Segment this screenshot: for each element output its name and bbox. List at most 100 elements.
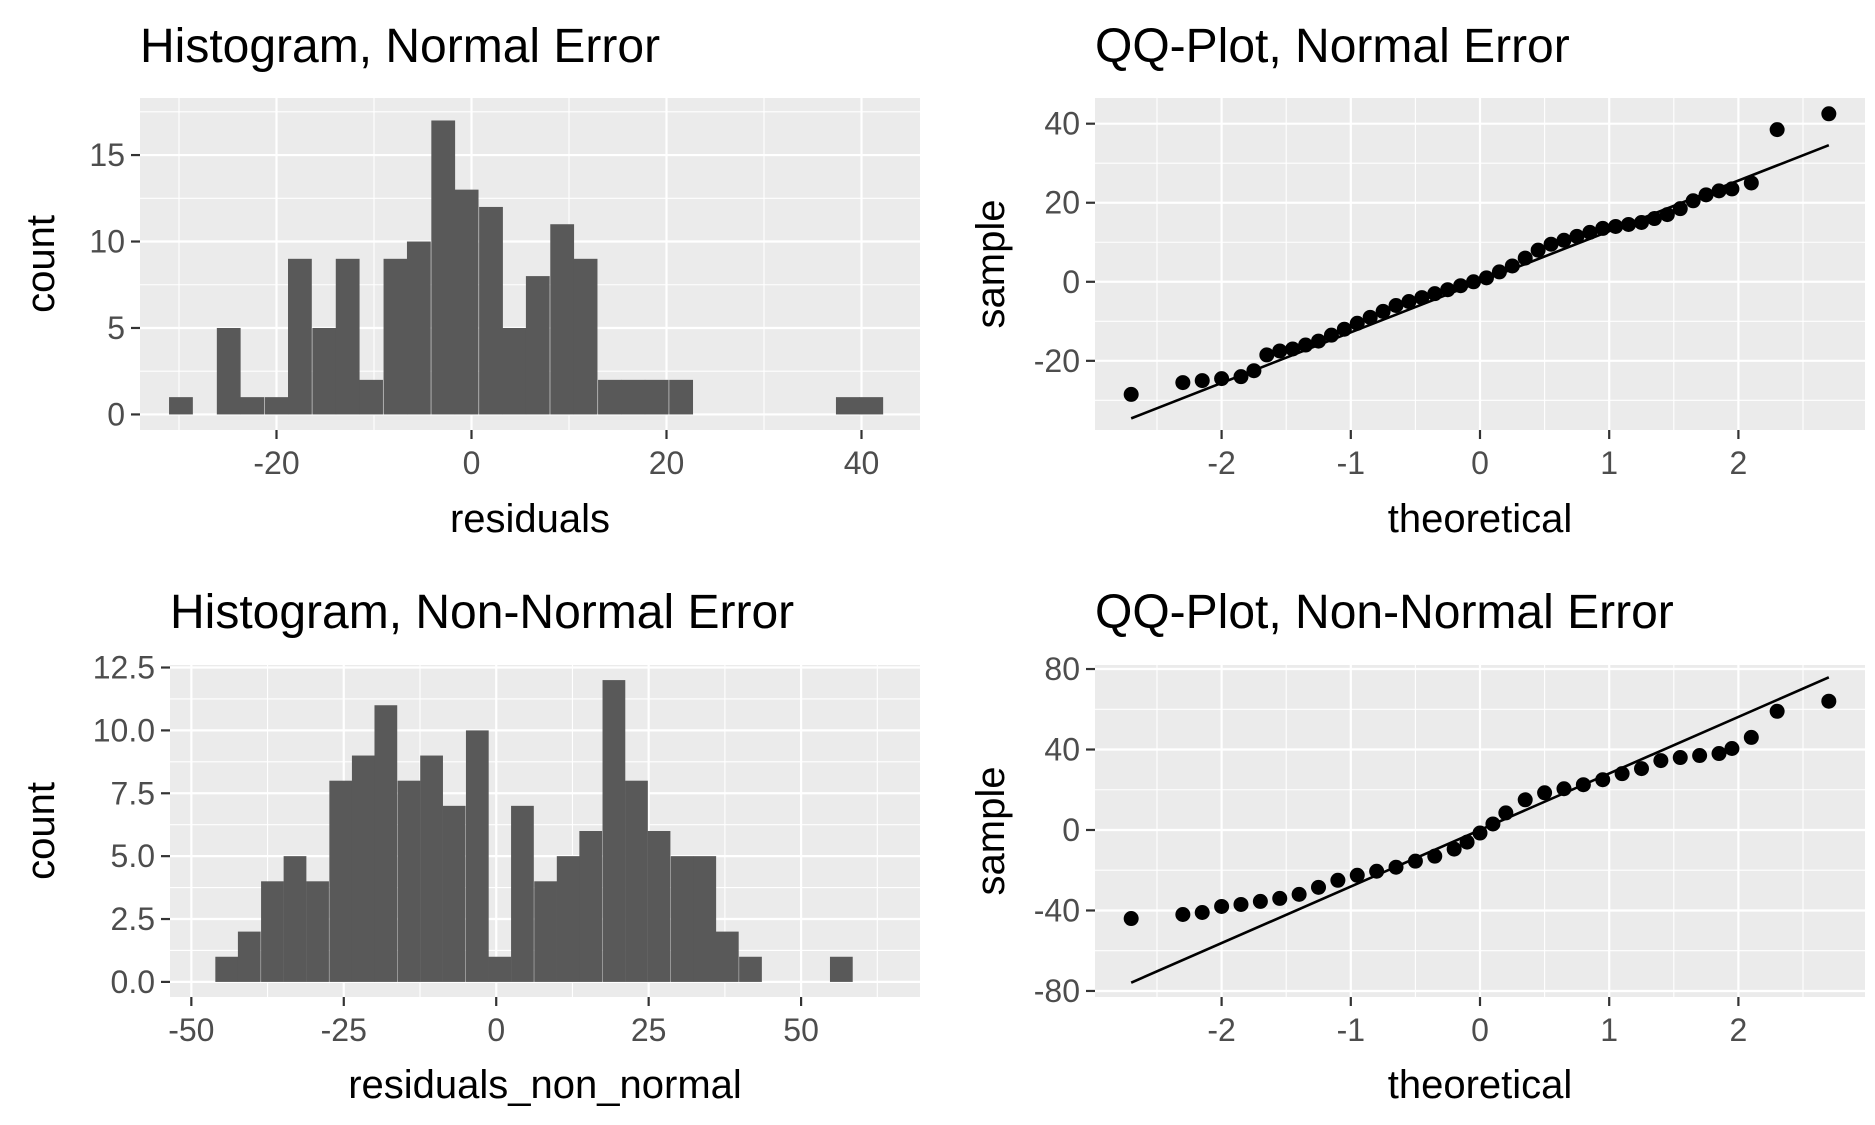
qq-normal-point — [1123, 386, 1139, 402]
qq-normal-point — [1311, 333, 1327, 349]
qq-non-normal-point — [1743, 729, 1759, 745]
qq-non-normal-point — [1724, 741, 1740, 757]
qq-non-normal-point — [1517, 792, 1533, 808]
qq-non-normal-point — [1123, 911, 1139, 927]
qq-non-normal-point — [1446, 841, 1462, 857]
qq-normal-point — [1349, 315, 1365, 331]
qq-non-normal-point — [1672, 750, 1688, 766]
qq-normal-point — [1621, 216, 1637, 232]
hist-normal-y-tick-label: 0 — [107, 396, 125, 432]
hist-non-normal-bar — [306, 881, 329, 982]
qq-normal-title: QQ-Plot, Normal Error — [1095, 20, 1570, 73]
hist-normal-bar — [502, 327, 527, 415]
qq-non-normal-point — [1388, 859, 1404, 875]
qq-normal-x-tick-label: 2 — [1729, 445, 1747, 481]
hist-normal-bar — [859, 397, 884, 415]
qq-normal-point — [1478, 270, 1494, 286]
hist-normal-bar — [406, 241, 431, 415]
hist-normal-y-tick-label: 10 — [89, 224, 125, 260]
qq-normal-point — [1233, 369, 1249, 385]
hist-non-normal-x-tick-label: 25 — [631, 1012, 667, 1048]
hist-normal-bar — [573, 258, 598, 415]
qq-normal-point — [1285, 341, 1301, 357]
qq-non-normal-point — [1427, 848, 1443, 864]
qq-non-normal-point — [1194, 904, 1210, 920]
hist-normal-x-tick-label: 20 — [649, 445, 685, 481]
hist-normal-bar — [550, 224, 575, 415]
qq-normal-point — [1672, 201, 1688, 217]
hist-non-normal-y-tick-label: 2.5 — [111, 901, 155, 937]
hist-normal-bar — [335, 258, 360, 415]
hist-normal-bar — [454, 189, 479, 415]
hist-non-normal-bar — [397, 780, 421, 982]
qq-normal-point — [1659, 207, 1675, 223]
qq-normal-point — [1530, 242, 1546, 258]
qq-normal-point — [1214, 371, 1230, 387]
hist-non-normal-y-axis-title: count — [19, 782, 63, 880]
qq-non-normal-point — [1311, 879, 1327, 895]
qq-normal-point — [1608, 218, 1624, 234]
qq-non-normal-point — [1472, 825, 1488, 841]
qq-non-normal-point — [1575, 777, 1591, 793]
hist-non-normal-y-tick-label: 5.0 — [111, 838, 155, 874]
hist-non-normal-y-tick-label: 0.0 — [111, 964, 155, 1000]
qq-normal-y-tick-label: 40 — [1044, 106, 1080, 142]
qq-non-normal-point — [1498, 805, 1514, 821]
hist-non-normal-x-tick-label: 50 — [783, 1012, 819, 1048]
qq-normal-point — [1595, 220, 1611, 236]
hist-normal-bar — [169, 397, 193, 415]
hist-non-normal-bar — [442, 805, 466, 982]
qq-non-normal-point — [1485, 816, 1501, 832]
hist-normal-x-axis-title: residuals — [450, 497, 610, 541]
hist-non-normal-bar — [374, 705, 398, 982]
hist-normal-y-tick-label: 5 — [107, 310, 125, 346]
qq-non-normal-point — [1369, 863, 1385, 879]
qq-normal-point — [1543, 236, 1559, 252]
qq-non-normal-x-tick-label: 0 — [1471, 1012, 1489, 1048]
qq-non-normal-y-tick-label: 40 — [1044, 732, 1080, 768]
qq-non-normal-point — [1769, 703, 1785, 719]
qq-normal-point — [1821, 106, 1837, 122]
hist-non-normal-x-tick-label: 0 — [487, 1012, 505, 1048]
qq-non-normal-point — [1537, 785, 1553, 801]
qq-non-normal-point — [1614, 766, 1630, 782]
hist-non-normal-bar — [715, 931, 739, 982]
hist-non-normal-bar — [647, 831, 671, 982]
hist-normal-bar — [312, 327, 337, 415]
hist-non-normal-bar — [670, 856, 694, 982]
qq-non-normal-point — [1349, 867, 1365, 883]
hist-non-normal-y-tick-label: 10.0 — [93, 712, 155, 748]
qq-non-normal-point — [1272, 890, 1288, 906]
qq-normal-point — [1569, 228, 1585, 244]
hist-non-normal-bar — [556, 856, 580, 982]
qq-normal-point — [1556, 232, 1572, 248]
qq-non-normal-x-tick-label: -1 — [1337, 1012, 1365, 1048]
qq-normal-x-tick-label: 0 — [1471, 445, 1489, 481]
hist-non-normal-bar — [625, 780, 648, 982]
hist-non-normal-bar — [693, 856, 717, 982]
hist-non-normal-bar — [579, 831, 603, 982]
qq-non-normal-point — [1821, 693, 1837, 709]
qq-non-normal-y-tick-label: -80 — [1034, 973, 1080, 1009]
hist-non-normal-bar — [488, 956, 512, 982]
qq-normal-x-tick-label: -2 — [1207, 445, 1235, 481]
hist-normal-bar — [644, 379, 669, 415]
qq-non-normal-x-tick-label: -2 — [1207, 1012, 1235, 1048]
qq-non-normal-y-tick-label: 0 — [1062, 812, 1080, 848]
hist-non-normal-x-tick-label: -50 — [168, 1012, 214, 1048]
qq-normal-point — [1362, 309, 1378, 325]
qq-normal-y-axis-title: sample — [969, 200, 1013, 329]
qq-normal-point — [1633, 215, 1649, 230]
qq-normal-point — [1491, 264, 1507, 280]
hist-non-normal-y-tick-label: 12.5 — [93, 650, 155, 686]
qq-normal-point — [1175, 375, 1191, 391]
qq-normal-y-tick-label: 20 — [1044, 185, 1080, 221]
qq-normal-x-axis-title: theoretical — [1388, 497, 1573, 541]
qq-normal-point — [1769, 122, 1785, 138]
hist-normal-bar — [598, 379, 622, 415]
qq-normal-point — [1246, 363, 1262, 379]
hist-non-normal-y-tick-label: 7.5 — [111, 775, 155, 811]
hist-non-normal-bar — [602, 680, 626, 982]
hist-non-normal-x-axis-title: residuals_non_normal — [348, 1063, 742, 1107]
hist-non-normal-bar — [534, 881, 557, 982]
